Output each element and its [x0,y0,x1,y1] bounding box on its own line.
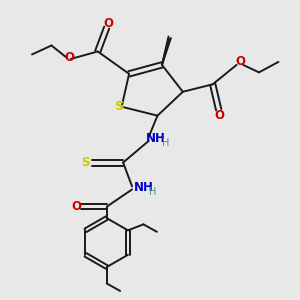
Text: S: S [82,156,90,169]
Text: NH: NH [146,132,166,145]
Text: S: S [115,100,125,113]
Text: H: H [149,188,157,197]
Text: O: O [103,16,113,30]
Text: NH: NH [134,182,153,194]
Text: O: O [71,200,81,213]
Text: O: O [235,56,245,68]
Text: O: O [64,51,74,64]
Text: O: O [214,109,225,122]
Text: H: H [162,137,169,148]
